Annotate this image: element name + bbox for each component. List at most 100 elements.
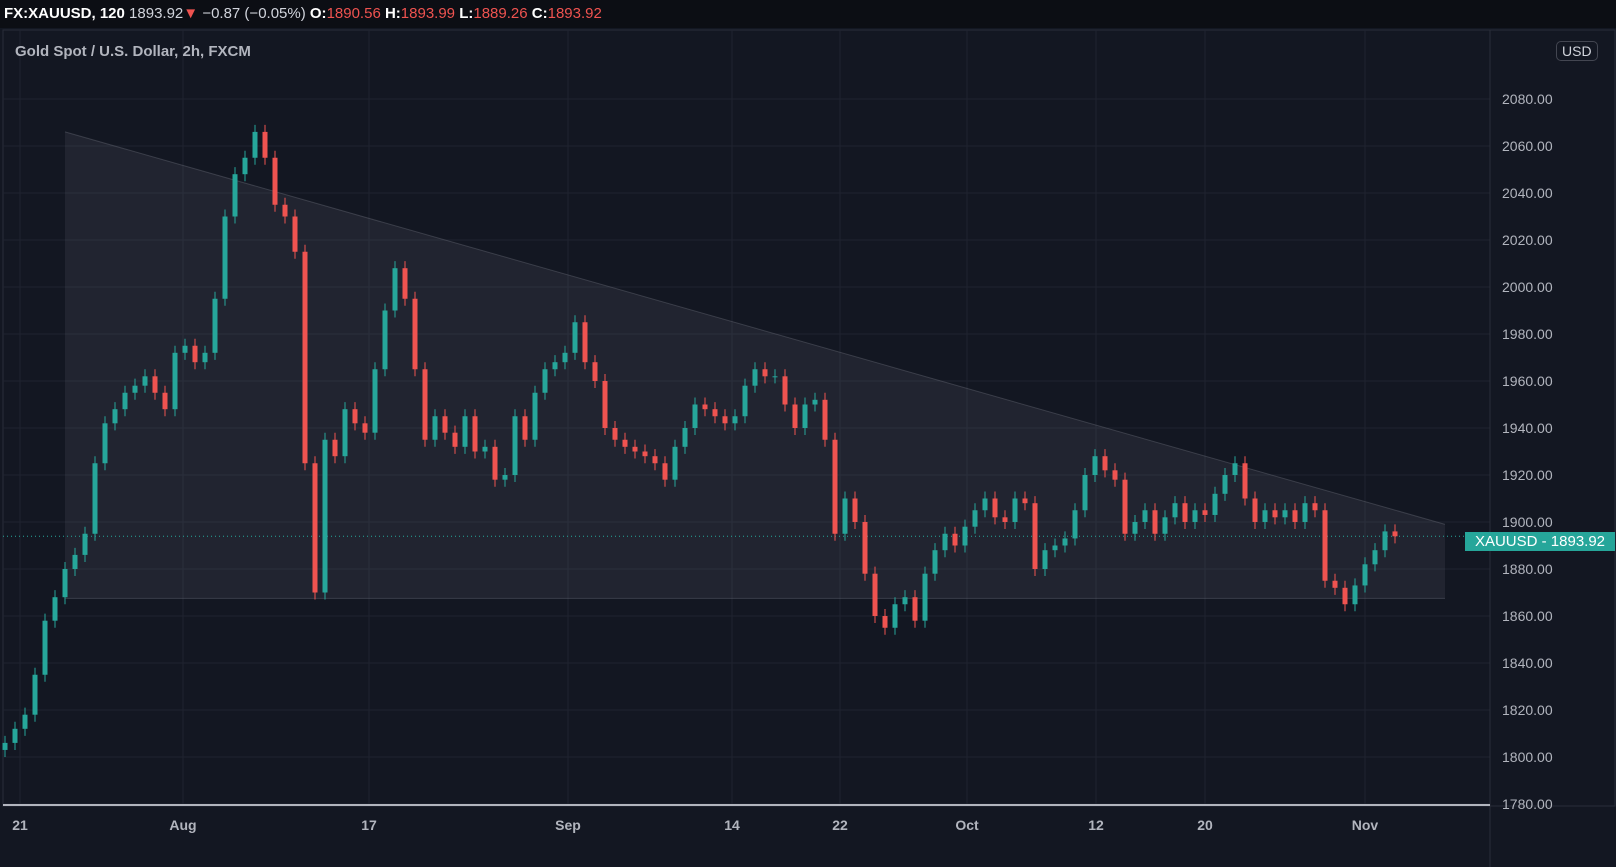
currency-button[interactable]: USD [1556, 41, 1598, 61]
y-tick-label: 1860.00 [1502, 608, 1553, 624]
candle-body [832, 439, 838, 534]
candle-body [1022, 498, 1028, 504]
candle-body [252, 131, 258, 158]
candle-body [782, 376, 788, 405]
y-tick-label: 1900.00 [1502, 514, 1553, 530]
candle-body [902, 597, 908, 605]
candle-body [952, 533, 958, 546]
candle-body [1222, 475, 1228, 494]
candle-body [752, 369, 758, 386]
y-tick-label: 1980.00 [1502, 326, 1553, 342]
candle-body [312, 463, 318, 593]
candle-body [242, 157, 248, 175]
candle-body [1132, 522, 1138, 534]
candle-body [482, 446, 488, 452]
candle-body [912, 597, 918, 621]
last-price-label: XAUUSD - 1893.92 [1465, 532, 1615, 551]
x-tick-label: Nov [1352, 817, 1379, 833]
close-label: C: [531, 5, 548, 22]
candle-body [372, 369, 378, 433]
candle-body [1112, 470, 1118, 480]
candle-body [602, 381, 608, 428]
candle-body [172, 352, 178, 410]
x-tick-label: Oct [955, 817, 979, 833]
candle-body [1192, 510, 1198, 522]
y-tick-label: 1780.00 [1502, 796, 1553, 812]
y-tick-label: 1800.00 [1502, 749, 1553, 765]
candle-body [822, 399, 828, 440]
candle-body [942, 533, 948, 551]
candle-body [1372, 550, 1378, 565]
candle-body [1142, 510, 1148, 522]
candle-body [612, 428, 618, 440]
candle-body [572, 322, 578, 353]
x-tick-label: 20 [1197, 817, 1213, 833]
candle-body [1082, 475, 1088, 511]
candle-body [552, 362, 558, 370]
x-tick-label: 12 [1088, 817, 1104, 833]
candle-body [712, 409, 718, 417]
candle-body [382, 310, 388, 370]
candle-body [1152, 510, 1158, 534]
candle-body [62, 569, 68, 598]
high-value: 1893.99 [400, 5, 456, 22]
candle-body [1212, 493, 1218, 515]
candle-body [1202, 510, 1208, 515]
candle-body [182, 345, 188, 353]
candle-body [1002, 517, 1008, 522]
candle-body [1322, 510, 1328, 581]
x-tick-label: 14 [724, 817, 740, 833]
candle-body [452, 432, 458, 447]
y-tick-label: 2040.00 [1502, 185, 1553, 201]
candle-body [152, 376, 158, 393]
x-tick-label: 21 [12, 817, 28, 833]
candle-body [262, 131, 268, 158]
close-value: 1893.92 [547, 5, 602, 22]
candle-body [462, 416, 468, 447]
candle-body [352, 409, 358, 424]
candle-body [1122, 479, 1128, 534]
candle-body [392, 268, 398, 311]
candle-body [992, 498, 998, 518]
candle-body [622, 439, 628, 447]
candle-body [702, 404, 708, 410]
symbol[interactable]: FX:XAUUSD, 120 [4, 5, 125, 22]
candle-body [472, 416, 478, 452]
candle-body [32, 674, 38, 715]
last-price: 1893.92 [129, 5, 184, 22]
candle-body [1242, 463, 1248, 499]
candle-body [1272, 510, 1278, 518]
candle-body [862, 522, 868, 574]
candle-body [422, 369, 428, 440]
candle-body [1172, 503, 1178, 518]
low-value: 1889.26 [473, 5, 528, 22]
change: −0.87 (−0.05%) [202, 5, 306, 22]
candle-body [1362, 564, 1368, 586]
candle-body [1252, 498, 1258, 522]
candle-body [162, 392, 168, 410]
open-value: 1890.56 [326, 5, 381, 22]
candle-body [292, 216, 298, 252]
candle-body [1042, 550, 1048, 569]
candle-body [932, 550, 938, 574]
y-tick-label: 1840.00 [1502, 655, 1553, 671]
candle-body [302, 251, 308, 464]
candle-body [2, 742, 8, 750]
price-chart[interactable]: 1780.00 1800.00 1820.00 1840.00 1860.00 1880.… [0, 28, 1616, 867]
y-tick-label: 1920.00 [1502, 467, 1553, 483]
candle-body [112, 409, 118, 424]
candle-body [582, 322, 588, 363]
candle-body [632, 446, 638, 452]
y-tick-label: 1820.00 [1502, 702, 1553, 718]
x-tick-label: 17 [361, 817, 377, 833]
candle-body [402, 268, 408, 299]
candle-body [22, 714, 28, 729]
candle-body [222, 216, 228, 299]
candle-body [812, 399, 818, 405]
triangle-upper-line [64, 131, 1446, 525]
candle-body [212, 298, 218, 353]
candle-body [532, 392, 538, 440]
candle-body [122, 392, 128, 410]
candle-body [12, 728, 18, 743]
candle-body [1182, 503, 1188, 522]
